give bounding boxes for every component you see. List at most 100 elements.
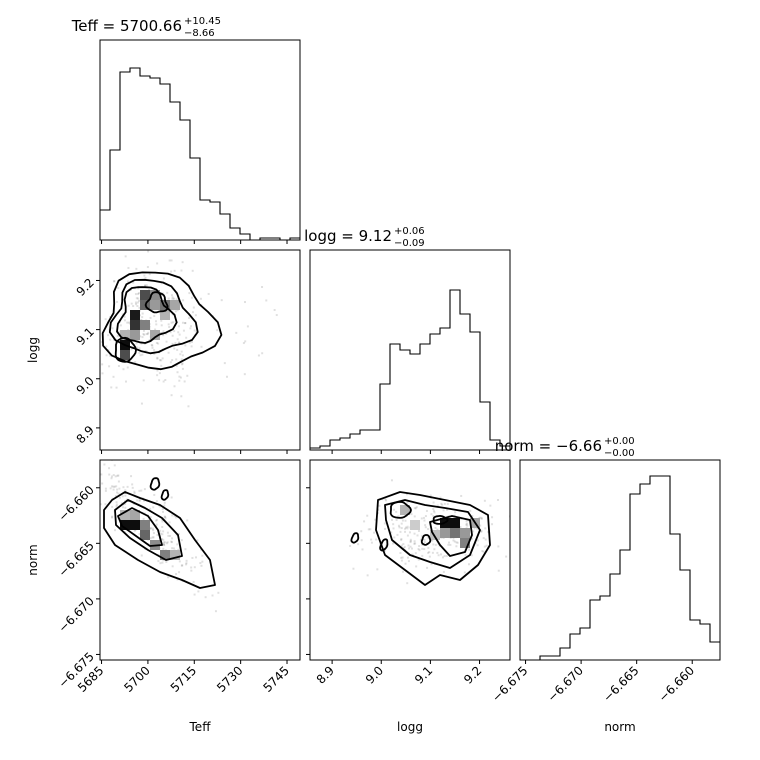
sample-point [414, 542, 417, 545]
sample-point [152, 532, 155, 535]
sample-point [186, 519, 189, 522]
sample-point [124, 494, 127, 497]
sample-point [110, 475, 113, 478]
sample-point [176, 309, 179, 312]
density-cell [120, 510, 130, 520]
sample-point [424, 526, 427, 529]
density-cell [160, 300, 170, 310]
sample-point [176, 578, 179, 581]
sample-point [160, 364, 163, 367]
sample-point [414, 507, 417, 510]
sample-point [110, 485, 113, 488]
density-cell [150, 330, 160, 340]
sample-point [190, 340, 193, 343]
density-cell [170, 550, 180, 560]
sample-point [211, 594, 214, 597]
sample-point [164, 515, 167, 518]
sample-point [114, 529, 117, 532]
sample-point [393, 508, 396, 511]
density-cell [450, 518, 460, 528]
hist-norm [519, 459, 721, 661]
sample-point [160, 324, 163, 327]
sample-point [155, 523, 158, 526]
sample-point [154, 328, 157, 331]
sample-point [180, 395, 183, 398]
sample-point [171, 297, 174, 300]
sample-point [423, 538, 426, 541]
sample-point [406, 534, 409, 537]
x-tick-label: 5730 [214, 663, 245, 694]
sample-point [409, 540, 412, 543]
sample-point [455, 545, 458, 548]
sample-point [170, 541, 173, 544]
sample-point [174, 310, 177, 313]
x-tick-label: −6.675 [489, 663, 530, 704]
sample-point [505, 555, 508, 558]
density-cell [130, 510, 140, 520]
sample-point [476, 527, 479, 530]
sample-point [143, 274, 146, 277]
sample-point [406, 556, 409, 559]
sample-point [93, 498, 95, 500]
x-axis-label-norm: norm [604, 720, 635, 734]
sample-point [156, 262, 159, 265]
sample-point [428, 555, 431, 558]
sample-point [180, 269, 183, 272]
sample-point [390, 518, 393, 521]
sample-point [152, 506, 155, 509]
sample-point [108, 473, 111, 476]
y-tick-label: −6.665 [56, 538, 97, 579]
contour-level [432, 515, 449, 525]
sample-point [404, 562, 407, 565]
sample-point [146, 266, 149, 269]
density-cell [130, 520, 140, 530]
sample-point [159, 532, 162, 535]
sample-point [86, 466, 88, 468]
density-cell [130, 310, 140, 320]
sample-point [408, 531, 411, 534]
sample-point [110, 386, 113, 389]
density-cell [120, 520, 130, 530]
sample-point [127, 321, 130, 324]
sample-point [161, 518, 164, 521]
sample-point [161, 292, 164, 295]
sample-point [200, 345, 203, 348]
sample-point [149, 527, 152, 530]
sample-point [273, 308, 276, 311]
sample-point [153, 352, 156, 355]
sample-point [166, 541, 169, 544]
sample-point [360, 530, 363, 533]
sample-point [436, 551, 439, 554]
sample-point [122, 368, 125, 371]
sample-point [413, 507, 416, 510]
sample-point [216, 329, 219, 332]
contour-level [114, 499, 183, 561]
sample-point [138, 532, 141, 535]
sample-point [127, 280, 130, 283]
sample-point [423, 548, 426, 551]
sample-point [399, 552, 402, 555]
sample-point [185, 562, 188, 565]
sample-point [442, 556, 445, 559]
sample-point [130, 475, 133, 478]
sample-point [390, 531, 393, 534]
sample-point [148, 273, 151, 276]
sample-point [242, 342, 245, 345]
sample-point [261, 352, 264, 355]
sample-point [181, 321, 184, 324]
sample-point [173, 330, 176, 333]
sample-point [118, 487, 121, 490]
sample-point [352, 567, 355, 570]
sample-point [171, 296, 174, 299]
sample-point [406, 525, 409, 528]
sample-point [177, 532, 180, 535]
sample-point [134, 293, 137, 296]
density-cell [150, 300, 160, 310]
sample-point [100, 473, 103, 476]
sample-point [383, 522, 386, 525]
sample-point [173, 269, 176, 272]
sample-point [427, 551, 430, 554]
sample-point [184, 322, 187, 325]
panel-title-norm: norm = −6.66 +0.00−0.00 [495, 436, 635, 459]
